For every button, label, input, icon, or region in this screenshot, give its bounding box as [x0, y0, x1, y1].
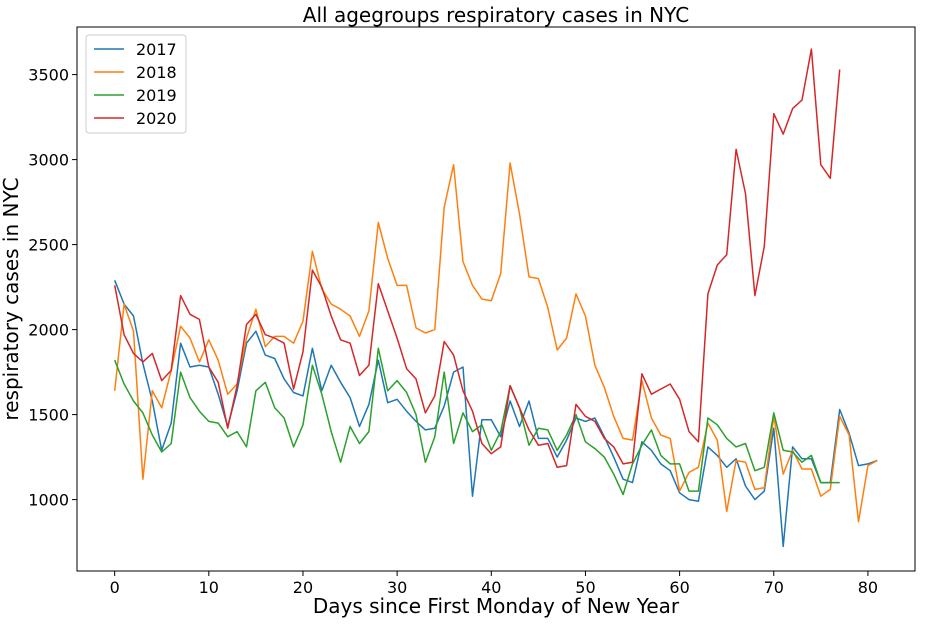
- x-tick-label: 20: [293, 578, 313, 597]
- y-axis: 1000 1500 2000 2500 3000 3500: [28, 66, 77, 510]
- x-axis-title: Days since First Monday of New Year: [313, 594, 680, 618]
- y-tick-label: 2000: [28, 321, 69, 340]
- series-line-2017: [114, 280, 878, 548]
- x-tick-label: 60: [669, 578, 689, 597]
- legend-box: [85, 34, 187, 134]
- x-tick-label: 10: [199, 578, 219, 597]
- plot-frame: [76, 26, 916, 572]
- series-line-2020: [113, 48, 841, 469]
- series-line-2018: [113, 162, 878, 523]
- y-tick-label: 1500: [28, 406, 69, 425]
- legend-label-2018: 2018: [136, 63, 177, 82]
- x-tick-label: 80: [858, 578, 878, 597]
- legend-label-2019: 2019: [136, 86, 177, 105]
- x-tick-label: 50: [575, 578, 595, 597]
- x-axis: 0 10 20 30 40 50 60 70 80: [110, 571, 878, 597]
- chart-title: All agegroups respiratory cases in NYC: [303, 3, 689, 27]
- y-axis-title: respiratory cases in NYC: [0, 177, 23, 420]
- x-tick-label: 0: [110, 578, 120, 597]
- x-tick-label: 40: [481, 578, 501, 597]
- legend-label-2020: 2020: [136, 109, 177, 128]
- legend: 2017 2018 2019 2020: [85, 34, 187, 134]
- x-tick-label: 30: [387, 578, 407, 597]
- legend-label-2017: 2017: [136, 40, 177, 59]
- y-tick-label: 3500: [28, 66, 69, 85]
- y-tick-label: 1000: [28, 491, 69, 510]
- y-tick-label: 3000: [28, 151, 69, 170]
- plot-lines: [113, 48, 878, 548]
- y-tick-label: 2500: [28, 236, 69, 255]
- x-tick-label: 70: [764, 578, 784, 597]
